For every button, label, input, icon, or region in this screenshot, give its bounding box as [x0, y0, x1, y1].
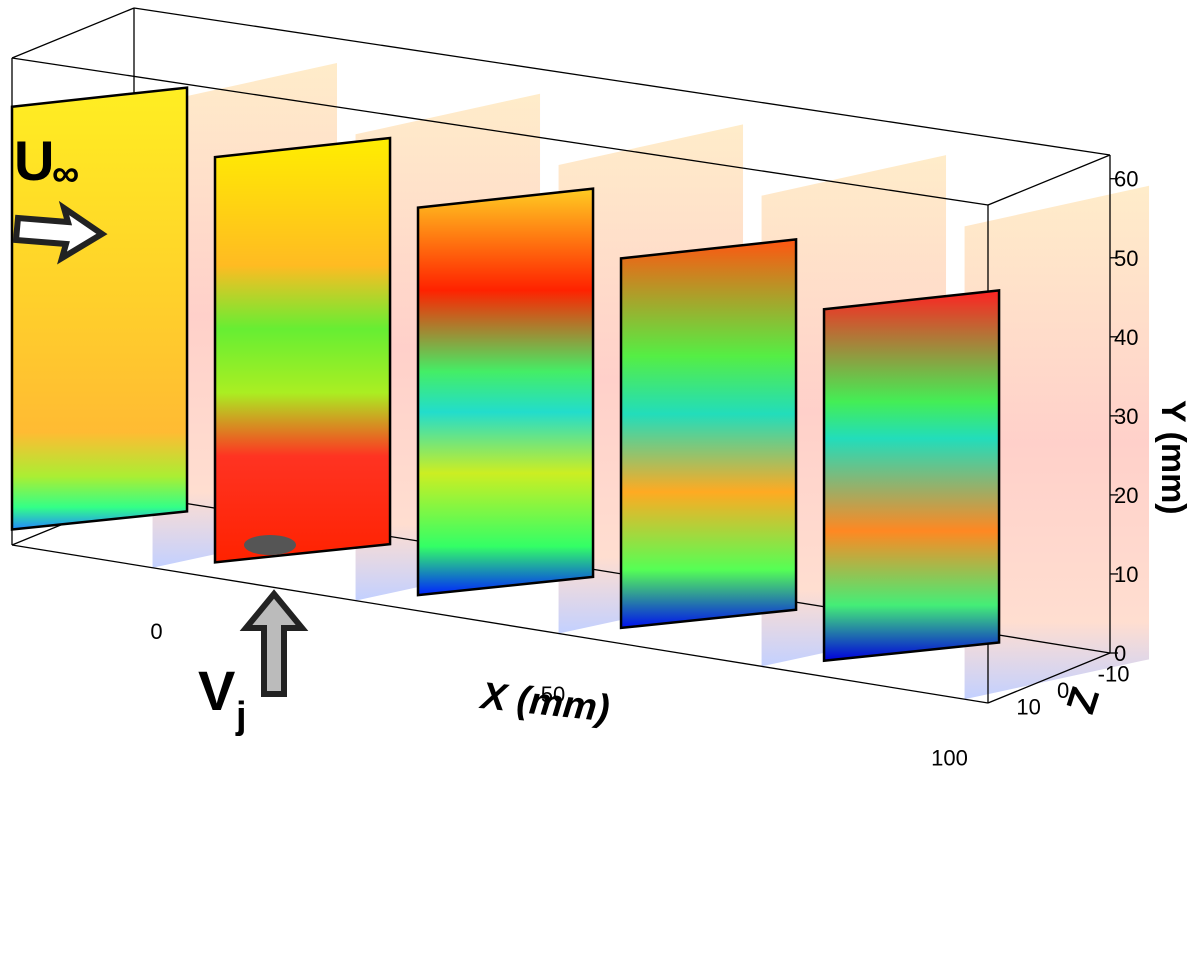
- box-edge: [133, 7, 1111, 156]
- jet-subscript: j: [235, 695, 247, 737]
- box-edge: [11, 57, 989, 206]
- y-axis-ticks: 0 10 20 30 40 50 60: [1110, 167, 1138, 666]
- front-slices: [10, 86, 1001, 663]
- slice-2: [213, 136, 392, 564]
- y-tick-label: 0: [1114, 641, 1126, 666]
- jet-exit-marker: [244, 535, 296, 555]
- freestream-symbol: U: [14, 129, 54, 192]
- slice-1: [10, 86, 189, 531]
- y-tick-label: 50: [1114, 246, 1138, 271]
- z-tick-label: 0: [1057, 678, 1069, 703]
- freestream-subscript: ∞: [52, 153, 79, 195]
- slice-5: [822, 288, 1001, 663]
- slice-4: [619, 237, 798, 630]
- y-tick-label: 60: [1114, 167, 1138, 192]
- box-edge: [11, 544, 989, 704]
- jet-arrow-icon: [239, 589, 309, 697]
- y-tick-label: 40: [1114, 325, 1138, 350]
- x-axis-ticks: 0 50 100: [150, 619, 968, 770]
- x-tick-label: 50: [541, 682, 565, 707]
- back-slice: [964, 185, 1150, 700]
- box-edge: [987, 652, 1111, 704]
- jet-symbol: V: [198, 659, 235, 722]
- box-edge: [11, 7, 135, 59]
- freestream-annotation: U ∞: [12, 129, 108, 265]
- x-axis-label: X (mm): [477, 675, 611, 730]
- z-tick-label: 10: [1016, 695, 1040, 720]
- freestream-arrow-icon: [12, 200, 108, 265]
- y-tick-label: 20: [1114, 483, 1138, 508]
- y-tick-label: 10: [1114, 562, 1138, 587]
- z-tick-label: -10: [1098, 661, 1130, 686]
- box-edge: [987, 154, 1111, 206]
- jet-annotation: V j: [198, 589, 309, 737]
- z-axis-label: Z: [1059, 682, 1108, 719]
- x-tick-label: 100: [931, 745, 968, 770]
- z-axis-ticks: 10 0 -10: [1016, 661, 1129, 719]
- slice-3: [416, 187, 595, 597]
- y-tick-label: 30: [1114, 404, 1138, 429]
- y-axis-label: Y (mm): [1154, 400, 1192, 515]
- x-tick-label: 0: [150, 619, 162, 644]
